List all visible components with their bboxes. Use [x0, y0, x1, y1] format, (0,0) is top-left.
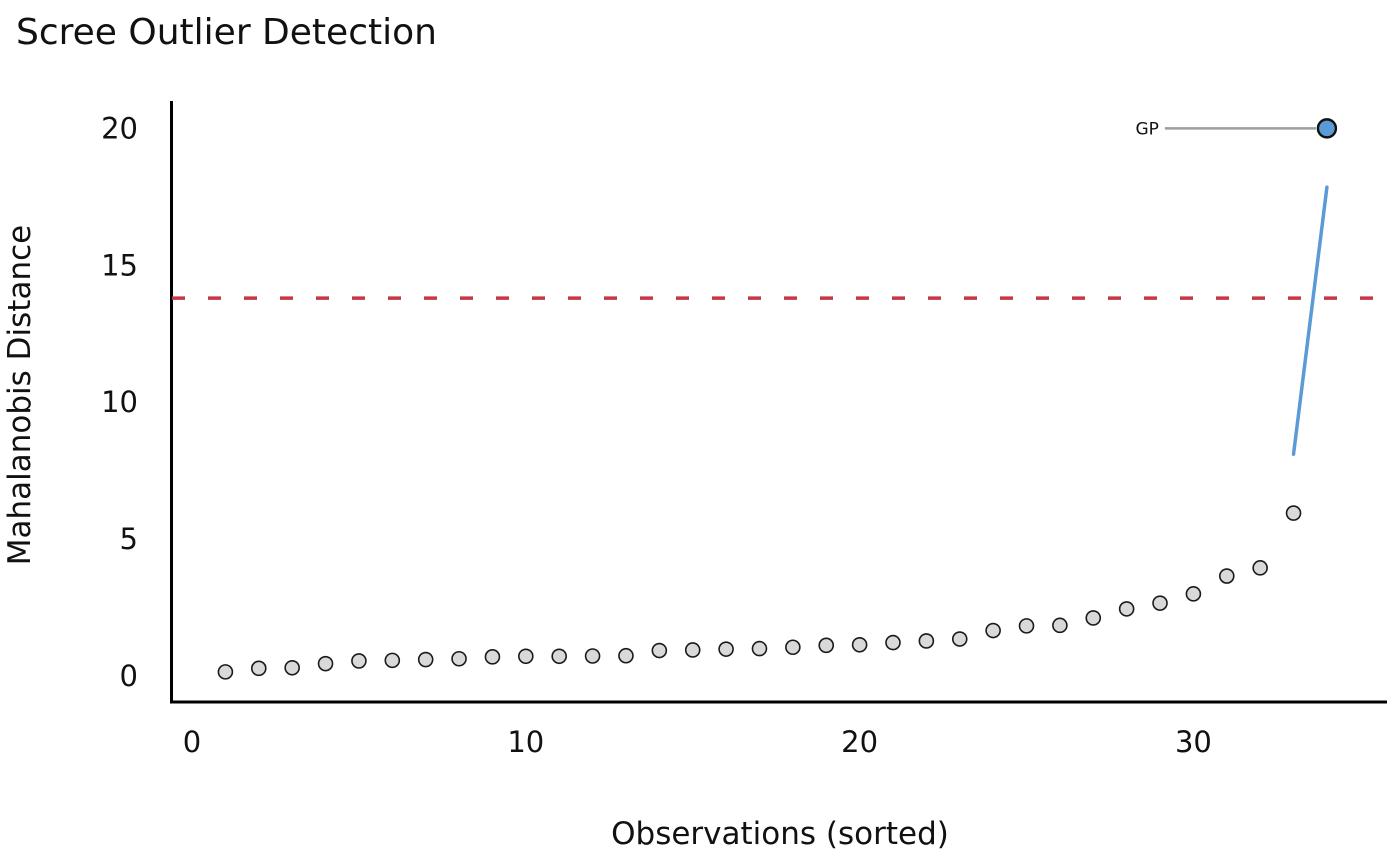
x-tick-label: 30: [1175, 725, 1212, 759]
scatter-point: [1218, 568, 1235, 584]
y-tick-label: 15: [101, 248, 138, 282]
scatter-point: [518, 648, 534, 665]
scatter-point: [484, 649, 501, 665]
outlier-label: GP: [1135, 119, 1158, 139]
scatter-point: [951, 631, 968, 647]
x-axis-label: Observations (sorted): [611, 816, 949, 852]
scatter-point: [785, 639, 801, 656]
scatter-point: [451, 650, 467, 667]
scatter-point: [918, 633, 935, 649]
scatter-point: [1052, 617, 1068, 634]
scatter-point: [985, 622, 1001, 639]
scatter-point: [551, 648, 567, 665]
scatter-point: [417, 651, 434, 668]
scatter-point: [1152, 595, 1168, 611]
scatter-point: [1185, 586, 1202, 602]
scatter-point: [851, 636, 868, 653]
y-tick-label: 5: [120, 522, 138, 556]
scatter-point: [1018, 618, 1035, 634]
x-tick-label: 0: [183, 725, 201, 759]
scatter-point: [284, 659, 300, 676]
scatter-point: [651, 642, 668, 659]
chart-title: Scree Outlier Detection: [16, 12, 437, 53]
scatter-point: [250, 660, 267, 677]
x-tick-label: 10: [507, 725, 544, 759]
scatter-point: [1252, 560, 1268, 576]
y-axis-label: Mahalanobis Distance: [2, 225, 38, 565]
scatter-point: [684, 642, 701, 658]
fit-line: [1291, 185, 1329, 456]
y-tick-label: 0: [120, 659, 138, 693]
scatter-point: [351, 653, 367, 669]
y-tick-label: 10: [101, 385, 138, 419]
scatter-point: [885, 634, 901, 651]
scatter-point: [818, 637, 835, 654]
x-tick-label: 20: [841, 725, 878, 759]
scatter-point: [384, 652, 401, 669]
scatter-point: [1285, 505, 1302, 521]
scatter-point: [1085, 610, 1102, 626]
outlier-point: [1316, 118, 1338, 139]
scatter-point: [317, 655, 334, 672]
scatter-point: [751, 640, 768, 657]
plot-content: 0 5 10 15 20 0 10 20 30 GP: [101, 101, 1391, 759]
scatter-point: [618, 647, 634, 664]
scatter-point: [1118, 601, 1135, 617]
scatter-point: [584, 648, 601, 664]
scatter-point: [217, 664, 234, 680]
scatter-point: [718, 641, 734, 657]
y-tick-label: 20: [101, 111, 138, 145]
